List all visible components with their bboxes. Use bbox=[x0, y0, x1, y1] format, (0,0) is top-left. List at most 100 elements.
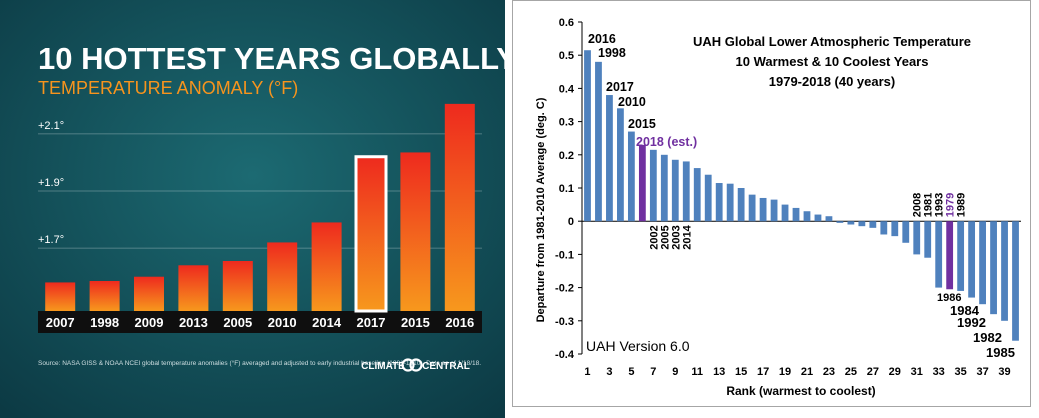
year-label: 1986 bbox=[937, 292, 961, 304]
left-x-tick-label: 2015 bbox=[401, 315, 430, 330]
right-x-tick-label: 9 bbox=[672, 366, 678, 378]
right-bar bbox=[968, 221, 976, 298]
year-label-strip bbox=[38, 311, 482, 333]
right-bar bbox=[715, 183, 723, 222]
right-bar bbox=[979, 221, 986, 305]
right-x-tick-label: 39 bbox=[998, 366, 1010, 378]
right-x-tick-label: 35 bbox=[955, 366, 967, 378]
right-bar bbox=[606, 95, 613, 222]
brand-name-right: CENTRAL bbox=[422, 361, 470, 372]
right-bar bbox=[946, 221, 954, 290]
right-chart-title-line: UAH Global Lower Atmospheric Temperature bbox=[693, 34, 971, 49]
left-x-tick-label: 2005 bbox=[223, 315, 252, 330]
left-bar bbox=[444, 103, 475, 312]
right-bar bbox=[627, 131, 635, 222]
year-label: 1985 bbox=[986, 345, 1015, 360]
right-bar bbox=[649, 149, 657, 222]
right-y-tick-label: 0.5 bbox=[559, 50, 574, 62]
right-y-tick-label: -0.3 bbox=[555, 316, 574, 328]
right-x-tick-label: 13 bbox=[713, 366, 725, 378]
year-label-vertical: 2002 bbox=[648, 225, 660, 249]
year-label-vertical: 2014 bbox=[681, 224, 693, 249]
right-bar bbox=[814, 214, 822, 222]
right-bar bbox=[880, 221, 888, 235]
version-note: UAH Version 6.0 bbox=[586, 338, 690, 354]
right-bar bbox=[902, 221, 910, 243]
year-label: 2017 bbox=[606, 80, 634, 94]
right-x-tick-label: 29 bbox=[889, 366, 901, 378]
right-bar bbox=[595, 61, 602, 222]
right-bar bbox=[847, 221, 855, 225]
left-y-tick-label: +1.7° bbox=[38, 234, 64, 246]
right-y-tick-label: 0.6 bbox=[559, 17, 574, 29]
right-y-tick-label: -0.1 bbox=[555, 249, 574, 261]
right-bar bbox=[792, 207, 800, 222]
year-label: 2015 bbox=[628, 117, 656, 131]
left-bar bbox=[89, 281, 120, 311]
right-bar bbox=[584, 50, 591, 222]
left-chart-subtitle: TEMPERATURE ANOMALY (°F) bbox=[38, 78, 298, 98]
right-bar bbox=[924, 221, 932, 258]
right-bar bbox=[858, 221, 866, 227]
right-bar bbox=[891, 221, 899, 237]
right-x-tick-label: 25 bbox=[845, 366, 857, 378]
year-label: 1998 bbox=[598, 46, 626, 60]
left-x-tick-label: 2013 bbox=[179, 315, 208, 330]
year-label-vertical: 1979 bbox=[945, 193, 957, 217]
right-bar bbox=[660, 154, 668, 222]
left-x-tick-label: 2017 bbox=[357, 315, 386, 330]
right-x-tick-label: 27 bbox=[867, 366, 879, 378]
right-bar bbox=[957, 221, 965, 291]
hottest-years-chart: 10 HOTTEST YEARS GLOBALLY TEMPERATURE AN… bbox=[0, 0, 505, 418]
left-chart-title: 10 HOTTEST YEARS GLOBALLY bbox=[38, 41, 505, 76]
right-y-tick-label: 0 bbox=[568, 216, 574, 228]
year-label-vertical: 2005 bbox=[659, 225, 671, 249]
right-bar bbox=[836, 221, 844, 223]
year-label: 2018 (est.) bbox=[636, 135, 697, 149]
brand-name-left: CLIMATE bbox=[361, 361, 405, 372]
right-x-tick-label: 19 bbox=[779, 366, 791, 378]
left-x-tick-label: 2014 bbox=[312, 315, 342, 330]
year-label: 1984 bbox=[950, 303, 980, 318]
right-bar bbox=[704, 174, 712, 222]
logo-ring-right bbox=[409, 358, 423, 372]
climate-central-logo: CLIMATE CENTRAL bbox=[361, 358, 470, 372]
year-label: 1982 bbox=[973, 330, 1002, 345]
left-bar bbox=[400, 152, 431, 311]
right-x-tick-label: 1 bbox=[584, 366, 590, 378]
right-y-tick-label: 0.4 bbox=[559, 83, 575, 95]
right-x-tick-label: 37 bbox=[976, 366, 988, 378]
right-x-tick-label: 21 bbox=[801, 366, 813, 378]
right-x-tick-label: 15 bbox=[735, 366, 747, 378]
year-label-vertical: 1993 bbox=[934, 193, 946, 217]
left-chart-panel: 10 HOTTEST YEARS GLOBALLY TEMPERATURE AN… bbox=[0, 0, 505, 418]
right-x-axis-label: Rank (warmest to coolest) bbox=[726, 384, 875, 398]
right-x-tick-label: 33 bbox=[933, 366, 945, 378]
left-bar bbox=[311, 222, 342, 311]
year-label-vertical: 2008 bbox=[912, 193, 924, 217]
left-bar bbox=[45, 282, 76, 311]
right-y-tick-label: -0.4 bbox=[555, 349, 575, 361]
right-bar bbox=[617, 108, 624, 222]
logo-ring-left bbox=[401, 358, 415, 372]
right-x-tick-label: 7 bbox=[650, 366, 656, 378]
year-label: 2010 bbox=[618, 95, 646, 109]
left-bar bbox=[267, 242, 298, 311]
left-bar bbox=[134, 276, 164, 311]
left-x-tick-label: 2010 bbox=[268, 315, 297, 330]
right-bar bbox=[737, 188, 745, 222]
year-label-vertical: 1989 bbox=[956, 193, 968, 217]
right-chart-title-line: 10 Warmest & 10 Coolest Years bbox=[736, 54, 929, 69]
right-x-tick-label: 17 bbox=[757, 366, 769, 378]
right-x-tick-label: 23 bbox=[823, 366, 835, 378]
left-y-tick-label: +2.1° bbox=[38, 120, 64, 132]
left-x-tick-label: 2016 bbox=[445, 315, 474, 330]
right-y-tick-label: -0.2 bbox=[555, 283, 574, 295]
right-bar bbox=[726, 183, 734, 222]
right-x-tick-label: 5 bbox=[628, 366, 634, 378]
right-bar bbox=[770, 199, 778, 222]
left-x-tick-label: 1998 bbox=[90, 315, 119, 330]
left-bar bbox=[178, 265, 209, 311]
